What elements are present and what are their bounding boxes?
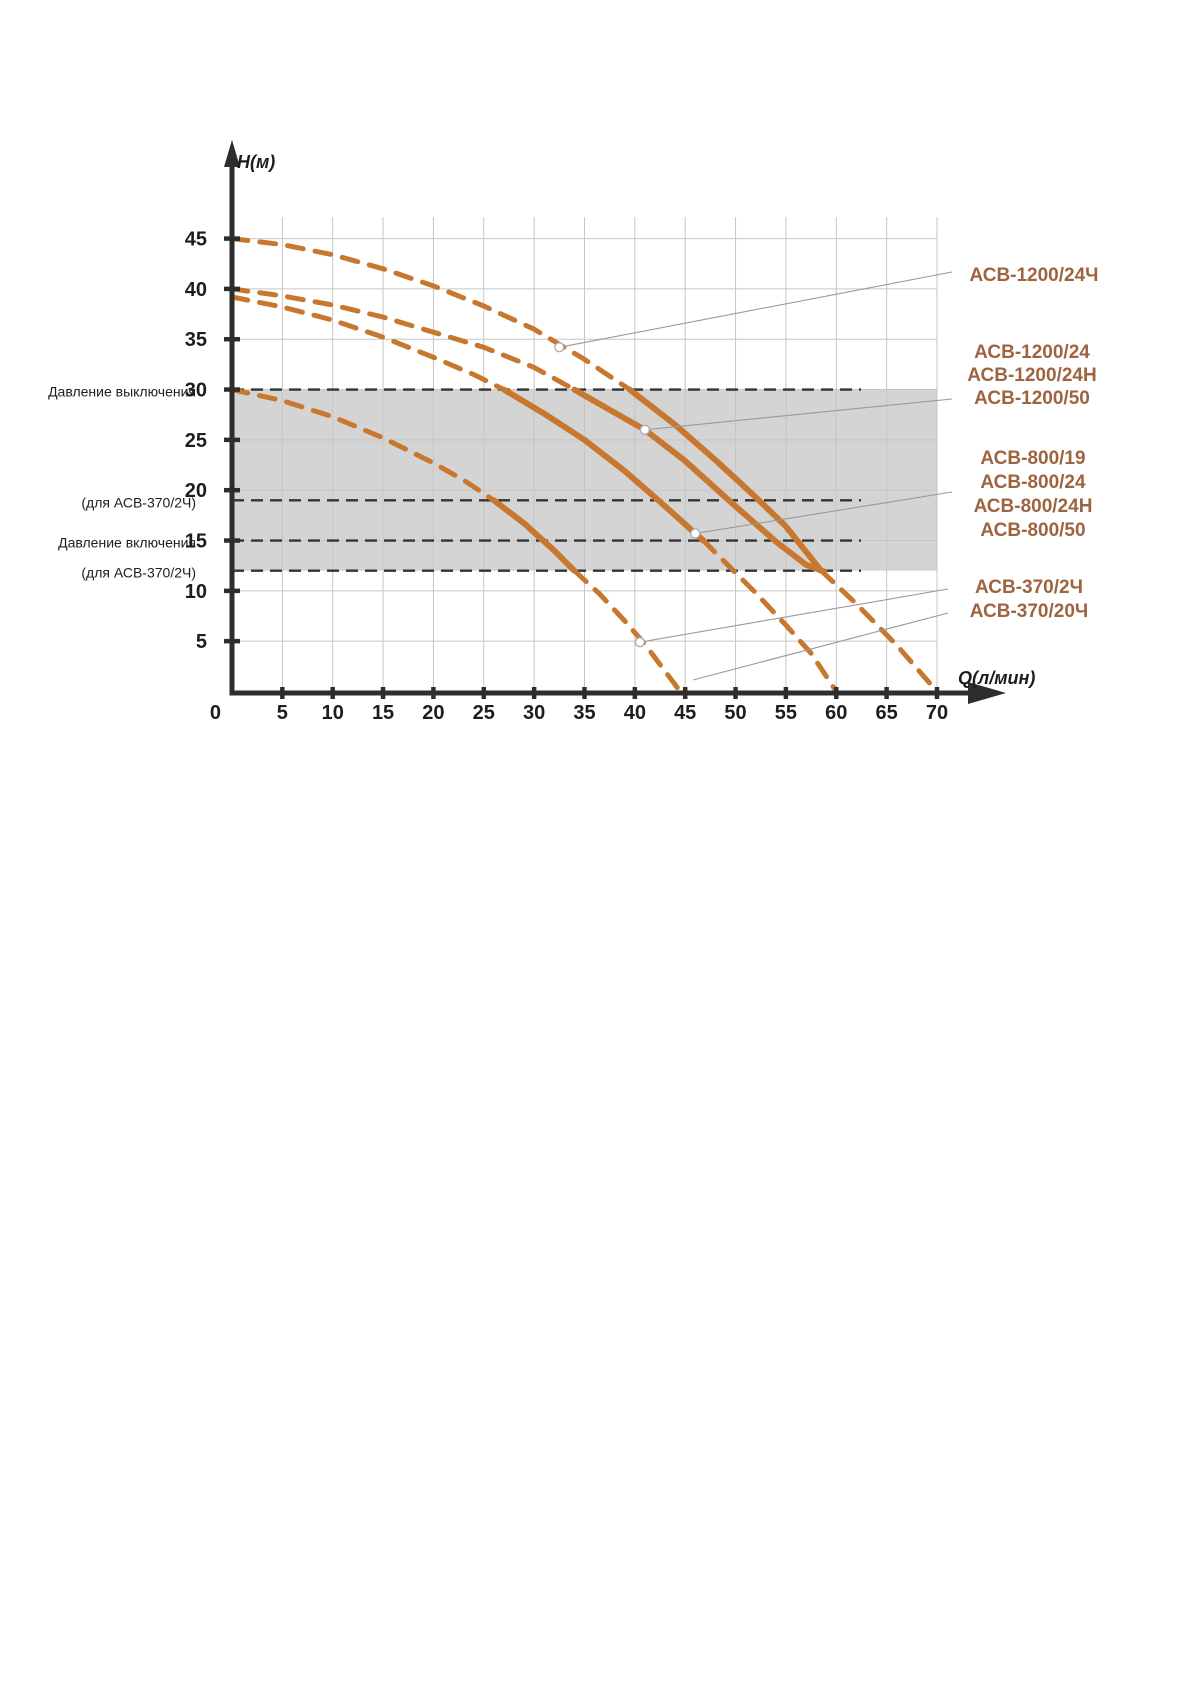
series-label-асв-800-19: АСВ-800/19	[980, 448, 1085, 469]
x-tick-label-60: 60	[825, 702, 847, 724]
x-tick-label-20: 20	[422, 702, 444, 724]
curve-асв-370-2ч	[571, 568, 683, 694]
pressure-line-label-2: Давление включения	[58, 535, 196, 551]
curve-асв-1200-24	[229, 286, 577, 393]
curve-асв-370-2ч	[490, 497, 578, 574]
x-tick-label-25: 25	[473, 702, 495, 724]
series-label-асв-1200-50: АСВ-1200/50	[974, 388, 1090, 409]
series-label-асв-370-2ч: АСВ-370/2Ч	[975, 577, 1083, 598]
series-label-асв-1200-24ч: АСВ-1200/24Ч	[969, 265, 1098, 286]
curve-marker-асв-1200-24ч	[554, 342, 565, 353]
y-tick-label-25: 25	[185, 430, 207, 452]
origin-label: 0	[210, 702, 221, 724]
labels: Давление выключения (для АСВ-370/2Ч) Давле…	[48, 152, 1098, 724]
leader-асв-1200-24ч	[559, 271, 953, 348]
y-axis-arrow-icon	[224, 140, 240, 167]
x-tick-label-50: 50	[724, 702, 746, 724]
x-axis-arrow-icon	[968, 682, 1006, 704]
pressure-line-label-1: (для АСВ-370/2Ч)	[81, 494, 196, 510]
curve-асв-800-19	[700, 538, 839, 694]
axes	[224, 140, 1006, 704]
series-label-асв-800-50: АСВ-800/50	[980, 520, 1085, 541]
x-tick-label-5: 5	[277, 702, 288, 724]
x-tick-label-35: 35	[573, 702, 595, 724]
pressure-line-label-3: (для АСВ-370/2Ч)	[81, 565, 196, 581]
curve-асв-1200-24ч	[229, 236, 633, 393]
curve-асв-370-2ч	[229, 387, 497, 503]
x-tick-label-65: 65	[875, 702, 897, 724]
x-tick-label-70: 70	[926, 702, 948, 724]
y-tick-label-45: 45	[185, 229, 207, 251]
x-tick-label-10: 10	[322, 702, 344, 724]
gridlines	[232, 217, 938, 693]
y-tick-label-10: 10	[185, 581, 207, 603]
x-tick-label-15: 15	[372, 702, 394, 724]
x-axis-title: Q(л/мин)	[958, 668, 1035, 688]
x-tick-label-40: 40	[624, 702, 646, 724]
leader-асв-1200-24	[644, 398, 953, 431]
curve-асв-1200-24ч	[626, 386, 825, 574]
curve-marker-асв-1200-24	[639, 424, 651, 435]
y-axis-title: H(м)	[237, 152, 275, 172]
leader-lines	[554, 271, 953, 681]
y-tick-label-40: 40	[185, 279, 207, 301]
leader-асв-370-2ч	[692, 612, 949, 681]
curve-асв-1200-24	[571, 386, 828, 575]
leader-асв-370-2ч	[639, 588, 949, 643]
series-label-асв-1200-24: АСВ-1200/24	[974, 342, 1090, 363]
x-tick-label-30: 30	[523, 702, 545, 724]
series-label-асв-1200-24н: АСВ-1200/24Н	[967, 365, 1096, 386]
x-tick-label-45: 45	[674, 702, 696, 724]
curve-marker-асв-370-2ч	[634, 637, 646, 648]
y-tick-label-5: 5	[196, 631, 207, 653]
y-tick-label-35: 35	[185, 329, 207, 351]
curve-асв-800-19	[229, 294, 507, 393]
leader-асв-800-19	[695, 491, 953, 535]
y-tick-label-20: 20	[185, 480, 207, 502]
curve-marker-асв-800-19	[690, 528, 701, 539]
series-label-асв-370-20ч: АСВ-370/20Ч	[970, 601, 1088, 622]
series-label-асв-800-24н: АСВ-800/24Н	[974, 496, 1093, 517]
series-label-асв-800-24: АСВ-800/24	[980, 472, 1086, 493]
y-tick-label-15: 15	[185, 531, 207, 553]
x-tick-label-55: 55	[775, 702, 797, 724]
pressure-line-label-0: Давление выключения	[48, 384, 196, 400]
y-tick-label-30: 30	[185, 380, 207, 402]
pump-curves-chart: Давление выключения (для АСВ-370/2Ч) Давле…	[48, 140, 1099, 724]
